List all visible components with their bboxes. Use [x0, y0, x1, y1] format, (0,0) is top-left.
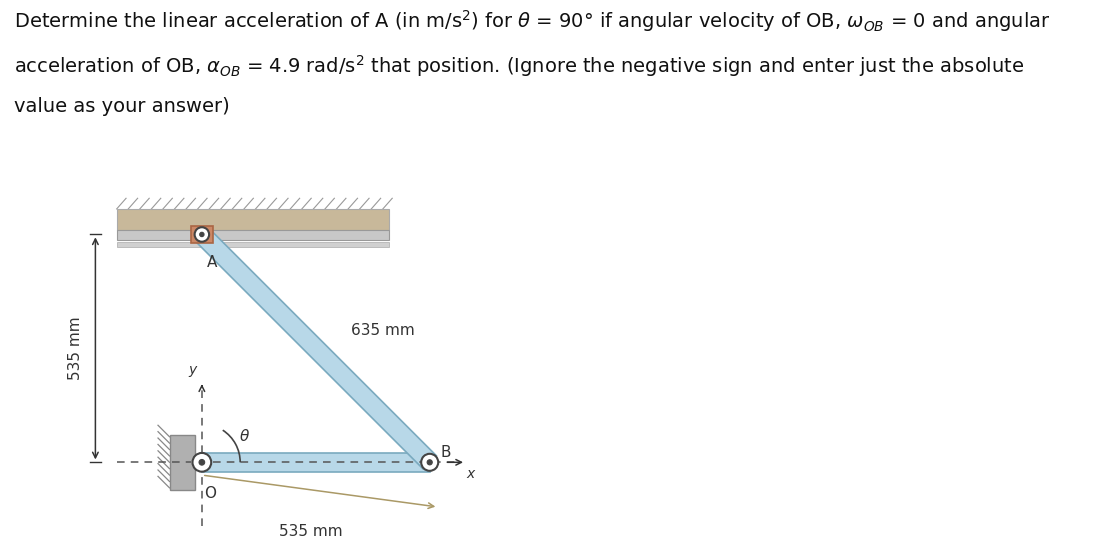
Bar: [170, 435, 195, 490]
Circle shape: [194, 227, 209, 242]
Bar: [191, 226, 212, 242]
Text: value as your answer): value as your answer): [14, 97, 230, 116]
Text: x: x: [466, 468, 474, 481]
Text: A: A: [206, 255, 217, 270]
Circle shape: [427, 460, 433, 465]
Bar: [117, 242, 390, 247]
Text: Determine the linear acceleration of A (in m/s$^2$) for $\theta$ = 90° if angula: Determine the linear acceleration of A (…: [14, 8, 1051, 34]
Bar: [117, 209, 390, 230]
Circle shape: [199, 459, 204, 465]
Text: 535 mm: 535 mm: [67, 316, 83, 380]
Text: y: y: [189, 363, 197, 377]
Circle shape: [192, 453, 211, 471]
Polygon shape: [195, 228, 436, 469]
Text: acceleration of OB, $\alpha_{\mathit{OB}}$ = 4.9 rad/s$^2$ that position. (Ignor: acceleration of OB, $\alpha_{\mathit{OB}…: [14, 53, 1025, 79]
Text: O: O: [204, 486, 216, 501]
Bar: [117, 230, 390, 240]
Circle shape: [200, 232, 204, 237]
Text: 535 mm: 535 mm: [278, 524, 342, 539]
Text: 635 mm: 635 mm: [351, 323, 415, 338]
Text: B: B: [440, 445, 450, 460]
Circle shape: [422, 454, 438, 471]
Polygon shape: [202, 453, 429, 471]
Text: θ: θ: [240, 429, 250, 444]
